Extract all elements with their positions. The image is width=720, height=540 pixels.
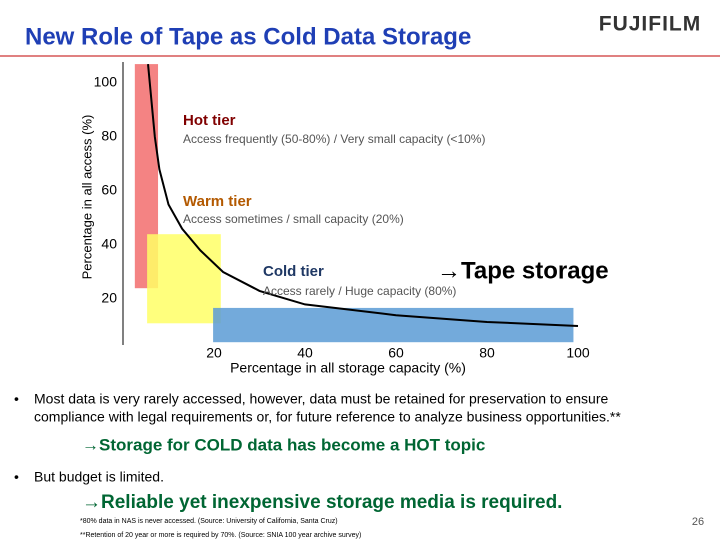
- bullet-mark: •: [14, 469, 19, 485]
- slide-title: New Role of Tape as Cold Data Storage: [25, 23, 471, 50]
- highlight: →Storage for COLD data has become a HOT …: [82, 435, 485, 454]
- annotation: Warm tier: [183, 193, 252, 210]
- tier-region: [134, 64, 159, 289]
- y-tick-label: 80: [101, 128, 117, 144]
- annotation: Cold tier: [263, 263, 324, 280]
- bullet-text: compliance with legal requirements or, f…: [34, 409, 621, 425]
- x-tick-label: 100: [566, 345, 590, 361]
- annotation: Hot tier: [183, 112, 236, 129]
- bullet-mark: •: [14, 391, 19, 407]
- curve: [147, 64, 579, 327]
- x-tick-label: 20: [206, 345, 222, 361]
- annotation: Access rarely / Huge capacity (80%): [263, 284, 456, 298]
- annotation: →Tape storage: [437, 257, 609, 284]
- x-tick-label: 40: [297, 345, 313, 361]
- page-number: 26: [692, 516, 704, 528]
- y-axis-label: Percentage in all access (%): [79, 115, 94, 280]
- footnote: *80% data in NAS is never accessed. (Sou…: [80, 518, 338, 525]
- annotation: Access sometimes / small capacity (20%): [183, 212, 404, 226]
- footnote: **Retention of 20 year or more is requir…: [80, 532, 361, 539]
- tier-region: [147, 234, 221, 324]
- y-tick-label: 40: [101, 236, 117, 252]
- y-tick-label: 100: [94, 74, 118, 90]
- bullet-text: But budget is limited.: [34, 469, 164, 485]
- tier-region: [213, 307, 574, 343]
- y-tick-label: 60: [101, 182, 117, 198]
- y-tick-label: 20: [101, 290, 117, 306]
- bullet-text: Most data is very rarely accessed, howev…: [34, 391, 609, 407]
- annotation: Access frequently (50-80%) / Very small …: [183, 132, 485, 146]
- x-tick-label: 80: [479, 345, 495, 361]
- logo: FUJIFILM: [599, 13, 702, 36]
- x-tick-label: 60: [388, 345, 404, 361]
- highlight: →Reliable yet inexpensive storage media …: [82, 492, 562, 513]
- x-axis-label: Percentage in all storage capacity (%): [230, 360, 466, 376]
